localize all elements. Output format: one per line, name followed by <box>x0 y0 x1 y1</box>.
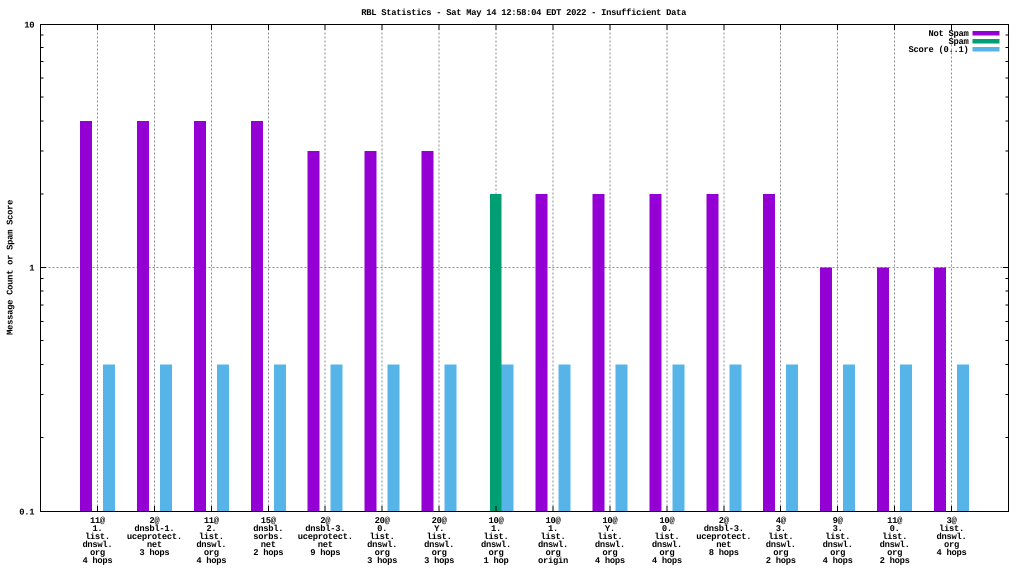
svg-text:org: org <box>887 548 902 558</box>
svg-text:4 hops: 4 hops <box>652 556 682 566</box>
svg-text:4@: 4@ <box>776 516 787 526</box>
svg-text:list.: list. <box>540 532 565 542</box>
svg-text:org: org <box>773 548 788 558</box>
svg-text:Message Count or Spam Score: Message Count or Spam Score <box>5 200 15 335</box>
svg-text:dnswl.: dnswl. <box>538 540 568 550</box>
svg-text:dnsbl-3.: dnsbl-3. <box>305 524 345 534</box>
svg-text:1.: 1. <box>548 524 558 534</box>
svg-text:list.: list. <box>939 524 964 534</box>
svg-text:20@: 20@ <box>375 516 391 526</box>
svg-text:2@: 2@ <box>320 516 331 526</box>
svg-text:org: org <box>432 548 447 558</box>
svg-text:0.: 0. <box>662 524 672 534</box>
svg-text:list.: list. <box>85 532 110 542</box>
svg-text:list.: list. <box>484 532 509 542</box>
svg-text:list.: list. <box>199 532 224 542</box>
svg-text:3 hops: 3 hops <box>367 556 397 566</box>
svg-text:0.: 0. <box>377 524 387 534</box>
svg-text:org: org <box>375 548 390 558</box>
svg-text:origin: origin <box>538 556 568 566</box>
svg-text:uceprotect.: uceprotect. <box>696 532 751 542</box>
svg-text:11@: 11@ <box>204 516 220 526</box>
svg-text:4 hops: 4 hops <box>82 556 112 566</box>
svg-text:net: net <box>147 540 162 550</box>
svg-text:list.: list. <box>427 532 452 542</box>
svg-text:9 hops: 9 hops <box>310 548 340 558</box>
svg-text:net: net <box>261 540 276 550</box>
svg-text:0.: 0. <box>890 524 900 534</box>
svg-text:8 hops: 8 hops <box>709 548 739 558</box>
svg-text:dnsbl-3.: dnsbl-3. <box>704 524 744 534</box>
svg-text:2 hops: 2 hops <box>880 556 910 566</box>
svg-text:dnswl.: dnswl. <box>823 540 853 550</box>
svg-text:2@: 2@ <box>719 516 730 526</box>
svg-text:3.: 3. <box>833 524 843 534</box>
svg-text:3.: 3. <box>776 524 786 534</box>
svg-text:RBL Statistics - Sat May 14 12: RBL Statistics - Sat May 14 12:58:04 EDT… <box>361 8 687 18</box>
svg-text:dnswl.: dnswl. <box>880 540 910 550</box>
svg-text:2@: 2@ <box>149 516 160 526</box>
svg-text:0.1: 0.1 <box>19 507 34 517</box>
svg-text:org: org <box>489 548 504 558</box>
svg-text:1 hop: 1 hop <box>484 556 509 566</box>
svg-text:list.: list. <box>370 532 395 542</box>
svg-text:org: org <box>944 540 959 550</box>
svg-text:dnswl.: dnswl. <box>595 540 625 550</box>
svg-text:10@: 10@ <box>659 516 675 526</box>
svg-text:dnsbl-1.: dnsbl-1. <box>134 524 174 534</box>
svg-text:15@: 15@ <box>261 516 277 526</box>
svg-text:10: 10 <box>24 20 34 30</box>
svg-text:dnswl.: dnswl. <box>652 540 682 550</box>
svg-text:org: org <box>204 548 219 558</box>
svg-text:4 hops: 4 hops <box>823 556 853 566</box>
svg-text:list.: list. <box>654 532 679 542</box>
svg-text:dnswl.: dnswl. <box>424 540 454 550</box>
svg-text:4 hops: 4 hops <box>937 548 967 558</box>
svg-text:Spam: Spam <box>949 37 969 47</box>
svg-text:10@: 10@ <box>489 516 505 526</box>
svg-text:10@: 10@ <box>602 516 618 526</box>
svg-text:1: 1 <box>29 263 34 273</box>
svg-text:4 hops: 4 hops <box>595 556 625 566</box>
svg-text:dnswl.: dnswl. <box>481 540 511 550</box>
svg-text:org: org <box>830 548 845 558</box>
svg-text:20@: 20@ <box>432 516 448 526</box>
svg-text:10@: 10@ <box>545 516 561 526</box>
svg-text:org: org <box>545 548 560 558</box>
svg-text:org: org <box>90 548 105 558</box>
svg-text:3 hops: 3 hops <box>424 556 454 566</box>
svg-text:3 hops: 3 hops <box>139 548 169 558</box>
svg-text:4 hops: 4 hops <box>196 556 226 566</box>
svg-text:dnswl.: dnswl. <box>82 540 112 550</box>
svg-text:org: org <box>602 548 617 558</box>
svg-text:dnswl.: dnswl. <box>766 540 796 550</box>
svg-text:11@: 11@ <box>887 516 903 526</box>
svg-text:list.: list. <box>768 532 793 542</box>
svg-text:11@: 11@ <box>90 516 106 526</box>
svg-text:dnswl.: dnswl. <box>367 540 397 550</box>
svg-text:list.: list. <box>882 532 907 542</box>
svg-text:1.: 1. <box>491 524 501 534</box>
svg-text:uceprotect.: uceprotect. <box>298 532 353 542</box>
svg-text:2 hops: 2 hops <box>766 556 796 566</box>
svg-text:list.: list. <box>597 532 622 542</box>
svg-text:net: net <box>716 540 731 550</box>
svg-text:list.: list. <box>825 532 850 542</box>
svg-text:9@: 9@ <box>833 516 844 526</box>
svg-text:sorbs.: sorbs. <box>253 532 283 542</box>
svg-text:dnswl.: dnswl. <box>937 532 967 542</box>
svg-text:dnswl.: dnswl. <box>196 540 226 550</box>
svg-text:Y.: Y. <box>434 524 444 534</box>
svg-text:3@: 3@ <box>947 516 958 526</box>
svg-text:2 hops: 2 hops <box>253 548 283 558</box>
svg-text:net: net <box>318 540 333 550</box>
svg-text:uceprotect.: uceprotect. <box>127 532 182 542</box>
svg-text:Y.: Y. <box>605 524 615 534</box>
svg-text:2.: 2. <box>206 524 216 534</box>
svg-text:org: org <box>659 548 674 558</box>
svg-text:Score (0..1): Score (0..1) <box>909 45 969 55</box>
svg-text:dnsbl.: dnsbl. <box>253 524 283 534</box>
svg-text:1.: 1. <box>92 524 102 534</box>
svg-text:Not Spam: Not Spam <box>929 29 969 39</box>
